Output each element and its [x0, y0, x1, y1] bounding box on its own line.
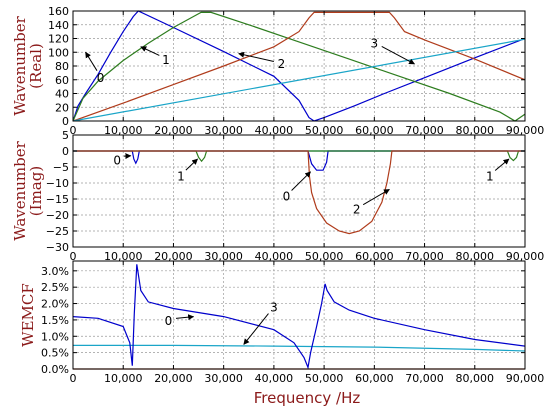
annotation-label: 0 [165, 314, 173, 328]
x-tick-label: 80,000 [456, 250, 495, 263]
annotation-label: 3 [371, 36, 379, 50]
annotation-arrow [85, 51, 98, 71]
x-tick-label: 60,000 [355, 250, 394, 263]
x-tick-label: 0 [70, 250, 77, 263]
y-tick-label: −20 [46, 209, 69, 222]
annotation-label: 2 [278, 57, 286, 71]
x-tick-label: 80,000 [456, 124, 495, 137]
y-tick-label: 1.5% [41, 314, 69, 327]
annotation-label: 3 [270, 301, 278, 315]
series-line-mode3 [73, 38, 525, 122]
x-tick-label: 30,000 [204, 250, 243, 263]
annotation-arrow [291, 171, 311, 191]
plot-frame [72, 134, 526, 248]
x-tick-label: 50,000 [305, 124, 344, 137]
series-line-mode2 [73, 11, 525, 122]
x-tick-label: 90,000 [506, 372, 545, 385]
x-tick-label: 50,000 [305, 372, 344, 385]
y-tick-label: 5 [62, 129, 69, 142]
y-tick-label: 0.0% [41, 363, 69, 376]
annotation-arrow [185, 158, 198, 171]
y-tick-label: 1.0% [41, 330, 69, 343]
annotation-label: 0 [97, 71, 105, 85]
y-axis-label: Wavenumber(Real) [11, 15, 45, 115]
annotation-arrow [381, 46, 416, 65]
y-tick-label: 60 [55, 74, 69, 87]
y-axis-label: Wavenumber(Imag) [11, 140, 45, 240]
y-tick-label: 3.0% [41, 265, 69, 278]
x-tick-label: 60,000 [355, 124, 394, 137]
x-tick-label: 0 [70, 372, 77, 385]
y-tick-label: 120 [48, 33, 69, 46]
y-tick-label: 0 [62, 115, 69, 128]
x-tick-label: 10,000 [104, 250, 143, 263]
x-tick-label: 70,000 [405, 250, 444, 263]
x-tick-label: 80,000 [456, 372, 495, 385]
y-tick-label: 80 [55, 60, 69, 73]
annotation-label: 0 [283, 190, 291, 204]
panel-1: 0 10,000 20,000 30,000 40,000 50,000 60,000 70,… [11, 129, 544, 263]
series-line-mode0 [73, 264, 525, 370]
annotation-label: 0 [113, 153, 121, 167]
annotation-arrow [175, 314, 195, 321]
series-line-mode1 [73, 150, 525, 163]
x-tick-label: 70,000 [405, 372, 444, 385]
y-tick-label: −15 [46, 193, 69, 206]
y-axis-label: WEMCF [19, 283, 37, 347]
panel-2: 0 10,000 20,000 30,000 40,000 50,000 60,000 70,… [19, 260, 545, 385]
series-line-mode2 [73, 150, 525, 235]
x-tick-label: 40,000 [255, 250, 294, 263]
x-tick-label: 20,000 [154, 372, 193, 385]
x-tick-label: 70,000 [405, 124, 444, 137]
y-tick-label: −25 [46, 225, 69, 238]
y-tick-label: 0 [62, 145, 69, 158]
y-tick-label: 100 [48, 46, 69, 59]
annotation-arrow [494, 158, 510, 171]
annotation-label: 2 [353, 202, 361, 216]
y-tick-label: 0.5% [41, 347, 69, 360]
annotation-label: 1 [486, 169, 494, 183]
annotation-label: 1 [177, 169, 185, 183]
annotation-label: 1 [162, 53, 170, 67]
annotation-arrow [140, 46, 160, 56]
y-tick-label: 40 [55, 88, 69, 101]
y-tick-label: −10 [46, 177, 69, 190]
annotation-arrow [362, 188, 390, 206]
x-tick-label: 30,000 [204, 124, 243, 137]
y-tick-label: 2.5% [41, 281, 69, 294]
x-tick-label: 20,000 [154, 124, 193, 137]
y-tick-label: 140 [48, 19, 69, 32]
x-tick-label: 90,000 [506, 250, 545, 263]
x-tick-label: 0 [70, 124, 77, 137]
series-line-mode3 [73, 344, 525, 352]
series-line-mode0 [73, 10, 525, 122]
x-tick-label: 10,000 [104, 372, 143, 385]
y-tick-label: −30 [46, 241, 69, 254]
x-tick-label: 10,000 [104, 124, 143, 137]
x-tick-label: 20,000 [154, 250, 193, 263]
y-tick-label: 160 [48, 5, 69, 18]
panel-0: 0 10,000 20,000 30,000 40,000 50,000 60,000 70,… [11, 5, 544, 137]
plot-frame [72, 260, 526, 370]
y-tick-label: −5 [53, 161, 69, 174]
x-tick-label: 50,000 [305, 250, 344, 263]
x-tick-label: 40,000 [255, 124, 294, 137]
x-tick-label: 40,000 [255, 372, 294, 385]
x-tick-label: 90,000 [506, 124, 545, 137]
x-tick-label: 60,000 [355, 372, 394, 385]
annotation-arrow [243, 313, 269, 345]
y-tick-label: 2.0% [41, 298, 69, 311]
x-axis-label: Frequency /Hz [254, 389, 361, 407]
x-tick-label: 30,000 [204, 372, 243, 385]
annotation-arrow [238, 51, 274, 62]
series-line-mode1 [73, 11, 525, 122]
y-tick-label: 20 [55, 101, 69, 114]
